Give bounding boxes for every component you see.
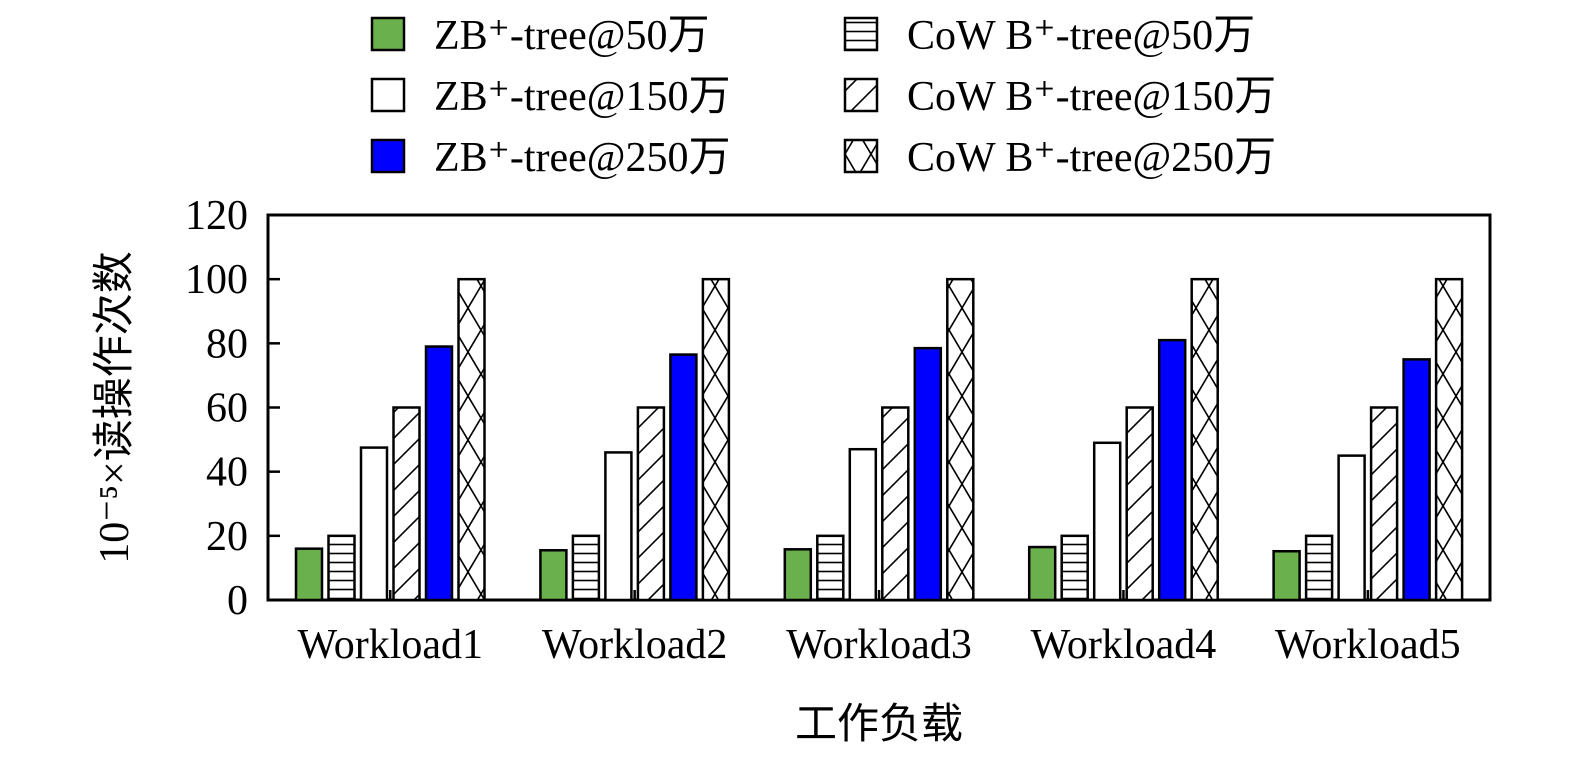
bar bbox=[539, 549, 568, 602]
y-tick-label: 40 bbox=[206, 450, 248, 496]
bar bbox=[636, 406, 666, 602]
x-axis: Workload1 Workload2 Workload3 Workload4 Work… bbox=[297, 590, 1461, 668]
bar bbox=[1402, 358, 1431, 602]
category-label: Workload2 bbox=[542, 622, 728, 668]
bar bbox=[669, 353, 698, 602]
bar bbox=[848, 447, 878, 602]
category-label: Workload1 bbox=[297, 622, 483, 668]
legend-swatch bbox=[843, 16, 879, 52]
y-tick-label: 0 bbox=[227, 578, 248, 624]
bar bbox=[604, 451, 633, 602]
legend-label: CoW B⁺-tree@150万 bbox=[907, 74, 1276, 120]
y-tick-label: 120 bbox=[185, 193, 248, 239]
legend-swatch bbox=[843, 138, 879, 174]
category-label: Workload4 bbox=[1031, 622, 1217, 668]
legend-swatch bbox=[843, 77, 879, 113]
legend: ZB⁺-tree@50万 CoW B⁺-tree@50万 ZB⁺-tree@150万… bbox=[370, 13, 1276, 181]
bar bbox=[1272, 549, 1301, 602]
bar bbox=[1190, 277, 1219, 602]
bar bbox=[1304, 534, 1334, 602]
bar bbox=[1125, 406, 1154, 602]
y-tick-label: 60 bbox=[206, 386, 248, 432]
bar bbox=[1337, 454, 1366, 602]
bar bbox=[294, 547, 324, 602]
bar bbox=[1434, 277, 1464, 602]
bar bbox=[946, 277, 975, 602]
bar bbox=[457, 277, 486, 602]
legend-label: ZB⁺-tree@50万 bbox=[434, 13, 709, 59]
bar bbox=[359, 446, 389, 602]
bar bbox=[783, 548, 813, 602]
y-axis: 0 20 40 60 80 100 120 bbox=[185, 193, 280, 624]
bar bbox=[701, 277, 731, 602]
bar bbox=[1157, 338, 1187, 602]
y-axis-title: 10⁻⁵×读操作次数 bbox=[92, 251, 138, 564]
bar bbox=[816, 534, 845, 602]
bar bbox=[881, 406, 910, 602]
bar bbox=[913, 346, 943, 602]
bar bbox=[424, 345, 454, 602]
y-tick-label: 20 bbox=[206, 514, 248, 560]
legend-label: CoW B⁺-tree@250万 bbox=[907, 135, 1276, 181]
bar bbox=[1369, 406, 1399, 602]
bars bbox=[294, 277, 1464, 602]
legend-label: ZB⁺-tree@250万 bbox=[434, 135, 730, 181]
legend-swatch bbox=[370, 16, 406, 52]
bar bbox=[1027, 545, 1057, 602]
y-tick-label: 80 bbox=[206, 321, 248, 367]
bar bbox=[1060, 534, 1089, 602]
category-label: Workload3 bbox=[786, 622, 972, 668]
y-tick-label: 100 bbox=[185, 257, 248, 303]
x-axis-title: 工作负载 bbox=[795, 702, 963, 748]
category-label: Workload5 bbox=[1275, 622, 1461, 668]
bar bbox=[1092, 441, 1122, 602]
legend-swatch bbox=[370, 77, 406, 113]
bar bbox=[392, 406, 421, 602]
legend-label: ZB⁺-tree@150万 bbox=[434, 74, 730, 120]
legend-label: CoW B⁺-tree@50万 bbox=[907, 13, 1255, 59]
bar bbox=[327, 534, 356, 602]
bar bbox=[571, 534, 601, 602]
legend-swatch bbox=[370, 138, 406, 174]
